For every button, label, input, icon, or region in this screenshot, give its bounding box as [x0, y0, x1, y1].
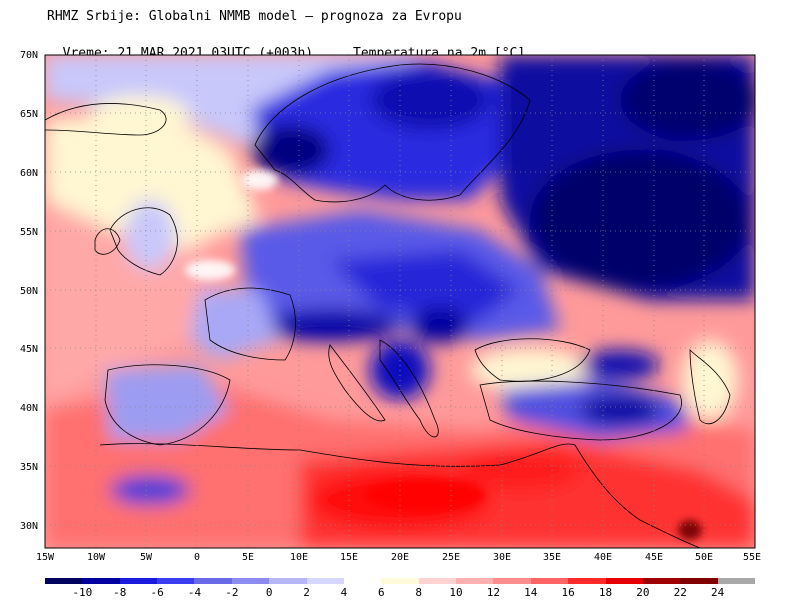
lat-label: 30N	[20, 521, 38, 532]
legend-label: -10	[72, 586, 93, 599]
lat-label: 55N	[20, 227, 38, 238]
legend-label: 10	[449, 586, 463, 599]
lon-label: 30E	[493, 552, 511, 563]
lat-label: 40N	[20, 403, 38, 414]
legend-swatch	[717, 578, 756, 584]
lon-label: 50E	[695, 552, 713, 563]
legend-label: 20	[636, 586, 650, 599]
latitude-labels: 70N 65N 60N 55N 50N 45N 40N 35N 30N	[20, 50, 38, 532]
lon-label: 15E	[340, 552, 358, 563]
legend-swatch	[194, 578, 233, 584]
legend-swatch	[343, 578, 382, 584]
map-title: RHMZ Srbije: Globalni NMMB model — progn…	[47, 9, 462, 24]
legend-label: 14	[524, 586, 538, 599]
legend-label: 8	[415, 586, 422, 599]
lat-label: 45N	[20, 344, 38, 355]
lon-label: 5W	[140, 552, 153, 563]
legend-swatch	[157, 578, 195, 584]
legend-label: 16	[561, 586, 575, 599]
lat-label: 65N	[20, 109, 38, 120]
legend-label: 6	[378, 586, 385, 599]
legend-swatch	[269, 578, 308, 584]
legend-label: 22	[673, 586, 687, 599]
legend-label: 24	[711, 586, 725, 599]
legend-swatch	[530, 578, 569, 584]
lon-label: 20E	[391, 552, 409, 563]
legend-swatch	[605, 578, 644, 584]
legend-swatch	[456, 578, 494, 584]
legend-label: 4	[340, 586, 348, 599]
legend-swatch	[306, 578, 345, 584]
legend-swatch	[680, 578, 719, 584]
lat-label: 35N	[20, 462, 38, 473]
lon-label: 5E	[242, 552, 254, 563]
legend-label: -8	[113, 586, 127, 599]
legend-swatch	[493, 578, 532, 584]
legend-label: -4	[187, 586, 202, 599]
legend-swatch	[45, 578, 83, 584]
lon-label: 35E	[543, 552, 561, 563]
longitude-labels: 15W 10W 5W 0 5E 10E 15E 20E 25E 30E 35E …	[36, 552, 761, 563]
legend-swatch	[642, 578, 681, 584]
legend-label: -6	[150, 586, 164, 599]
legend-label: 18	[598, 586, 613, 599]
lat-label: 70N	[20, 50, 38, 61]
color-legend: -10 -8 -6 -4 -2 0 2 4 6 8 10 12 14 16 18 20 22 24	[45, 578, 756, 599]
legend-label: 12	[486, 586, 501, 599]
lon-label: 0	[194, 552, 200, 563]
lon-label: 25E	[442, 552, 460, 563]
legend-swatch	[381, 578, 420, 584]
lat-label: 50N	[20, 286, 38, 297]
legend-swatch	[82, 578, 121, 584]
lon-label: 15W	[36, 552, 55, 563]
lon-label: 10E	[290, 552, 308, 563]
coastlines	[45, 63, 731, 548]
legend-label: 0	[265, 586, 273, 599]
legend-swatch	[568, 578, 607, 584]
lon-label: 40E	[594, 552, 612, 563]
lon-label: 10W	[87, 552, 106, 563]
legend-swatch	[231, 578, 270, 584]
lat-label: 60N	[20, 168, 38, 179]
lon-label: 45E	[645, 552, 663, 563]
legend-label: -2	[225, 586, 239, 599]
map-frame	[44, 54, 756, 549]
temperature-field	[45, 55, 755, 548]
legend-swatch	[119, 578, 158, 584]
graticule	[45, 55, 755, 548]
legend-label: 2	[303, 586, 310, 599]
legend-swatch	[418, 578, 457, 584]
lon-label: 55E	[743, 552, 761, 563]
